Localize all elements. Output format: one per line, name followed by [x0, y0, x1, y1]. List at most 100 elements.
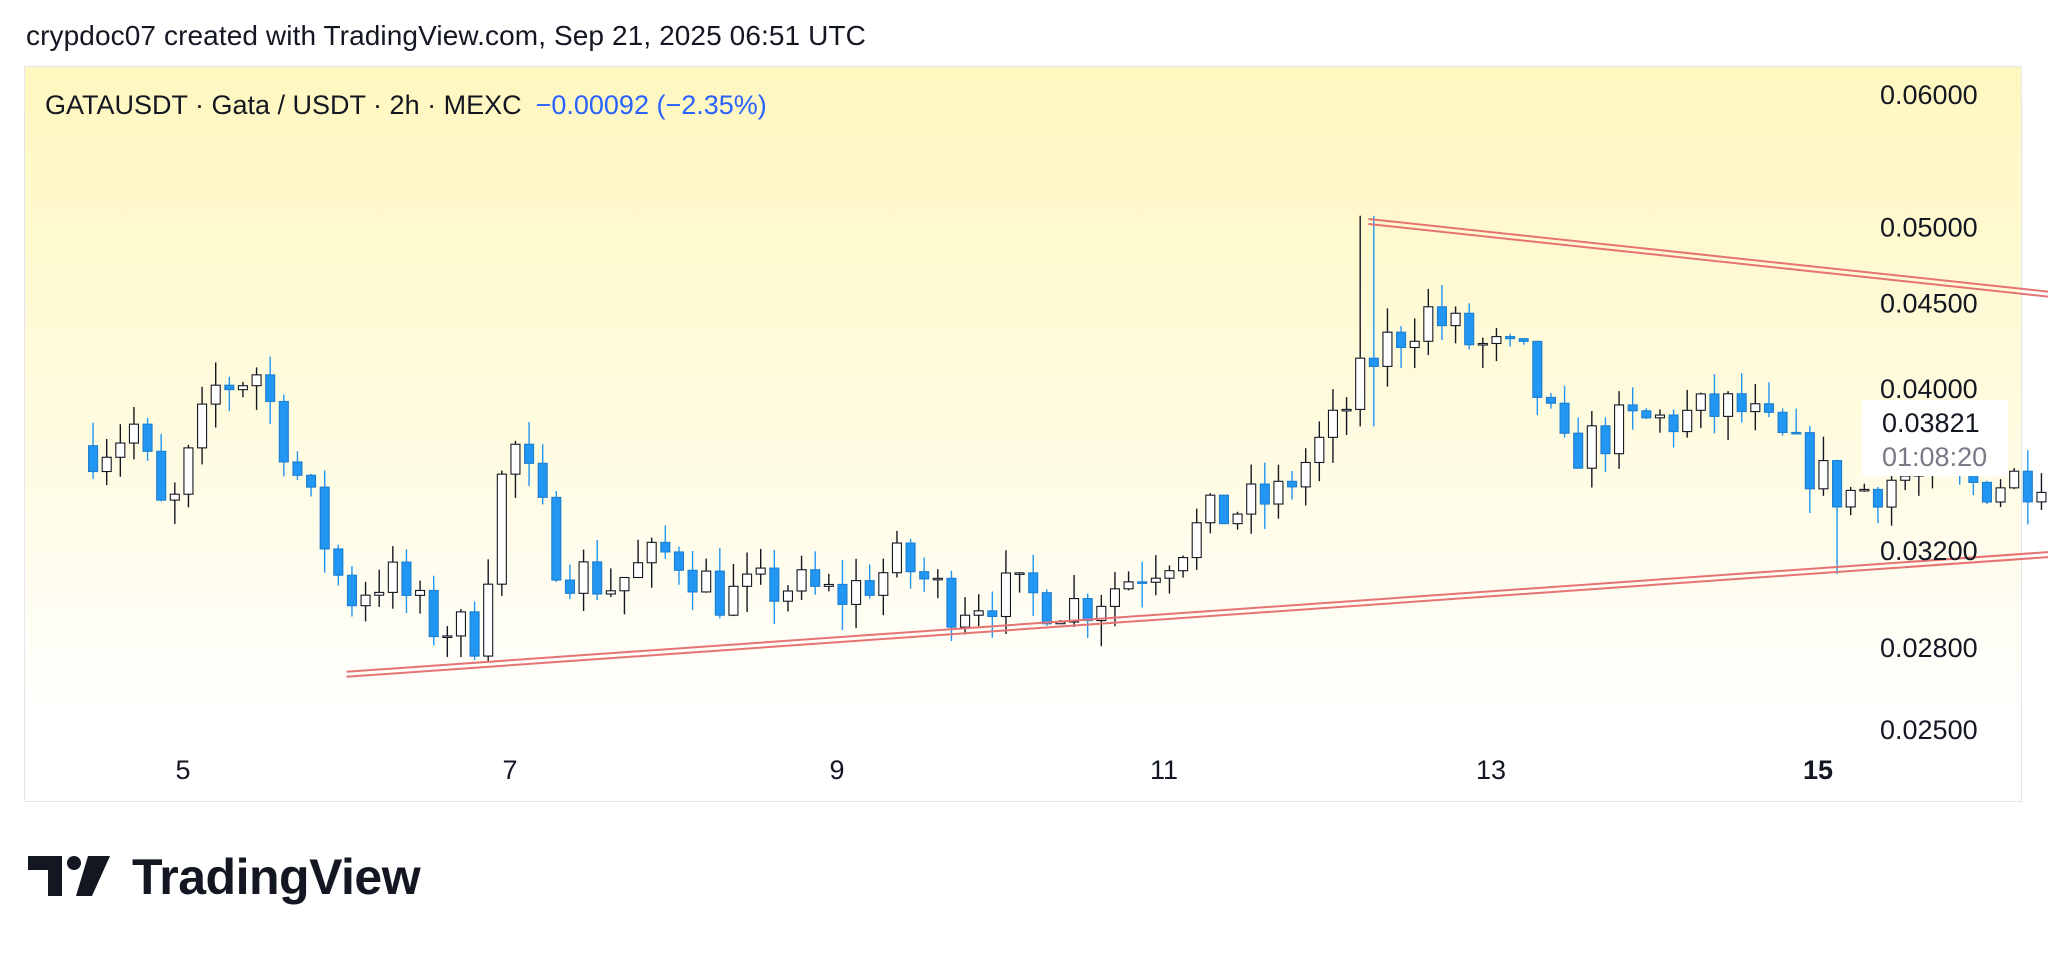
- price-tick-label: 0.04000: [1880, 374, 1978, 404]
- candle-body: [1137, 581, 1148, 584]
- candle-body: [442, 635, 453, 638]
- candle-body: [769, 567, 780, 602]
- candle-body: [360, 594, 371, 607]
- candle-body: [1505, 336, 1516, 340]
- candle-body: [878, 572, 889, 596]
- candle-body: [1409, 340, 1420, 349]
- resistance-trendline-edge: [1368, 222, 2048, 298]
- candle-body: [415, 589, 426, 596]
- candle-body: [864, 580, 875, 596]
- candle-body: [333, 548, 344, 576]
- price-axis: 0.06000 0.05000 0.04500 0.04000 0.03200 0.028…: [1880, 80, 1978, 745]
- candle-body: [578, 561, 589, 594]
- tradingview-wordmark: TradingView: [132, 849, 421, 905]
- candle-body: [1477, 342, 1488, 346]
- candle-body: [510, 443, 521, 475]
- candle-body: [1777, 411, 1788, 433]
- price-tick-label: 0.06000: [1880, 80, 1978, 110]
- candle-body: [1818, 460, 1829, 490]
- support-trendline[interactable]: [346, 451, 2048, 673]
- candle-body: [592, 561, 603, 595]
- candle-body: [1518, 338, 1529, 342]
- candle-body: [701, 570, 712, 593]
- price-tick-label: 0.05000: [1880, 212, 1978, 242]
- resistance-trendline[interactable]: [1368, 217, 2048, 445]
- candle-body: [2022, 470, 2033, 503]
- candle-body: [905, 542, 916, 573]
- candle-body: [796, 569, 807, 592]
- candle-body: [1368, 357, 1379, 367]
- candle-body: [605, 590, 616, 595]
- candle-body: [646, 541, 657, 564]
- candle-body: [1573, 432, 1584, 469]
- candle-body: [1900, 475, 1911, 481]
- candle-body: [1259, 483, 1270, 505]
- current-price-box: [1862, 400, 2008, 476]
- candle-body: [1164, 570, 1175, 579]
- candle-body: [782, 590, 794, 602]
- candle-body: [496, 473, 507, 585]
- candle-body: [823, 583, 834, 587]
- candle-body: [265, 374, 276, 403]
- candle-body: [1355, 357, 1366, 410]
- price-tick-label: 0.02800: [1880, 633, 1978, 663]
- candle-body: [1600, 425, 1611, 455]
- candle-body: [1886, 479, 1897, 508]
- candle-body: [1627, 404, 1638, 412]
- candle-body: [1736, 393, 1747, 413]
- candle-body: [156, 450, 167, 501]
- candle-body: [1750, 403, 1761, 413]
- candle-body: [251, 374, 262, 387]
- candle-body: [1069, 598, 1080, 623]
- candle-body: [2036, 491, 2047, 503]
- candle-body: [1382, 331, 1393, 367]
- candle-body: [169, 493, 180, 501]
- candle-body: [1682, 409, 1693, 433]
- tradingview-logo[interactable]: TradingView: [28, 849, 421, 905]
- candle-body: [1014, 572, 1025, 575]
- candle-body: [1450, 312, 1461, 327]
- candle-body: [469, 611, 480, 657]
- candle-body: [1545, 396, 1556, 404]
- candle-body: [1614, 404, 1625, 455]
- candle-body: [1709, 393, 1720, 417]
- candle-body: [1327, 409, 1338, 438]
- candle-body: [1218, 494, 1229, 525]
- candle-body: [210, 384, 221, 405]
- candle-body: [1654, 414, 1665, 419]
- candle-body: [306, 474, 317, 488]
- candle-body: [1668, 414, 1679, 433]
- candle-body: [237, 385, 248, 391]
- price-tick-label: 0.03200: [1880, 536, 1978, 566]
- candle-body: [1872, 488, 1883, 508]
- candle-body: [1109, 588, 1120, 607]
- candle-body: [960, 614, 971, 628]
- candle-body: [224, 384, 235, 391]
- candles-layer: [88, 215, 2047, 662]
- current-price-label: 0.03821: [1882, 408, 1980, 438]
- date-tick-label: 13: [1476, 755, 1506, 785]
- candle-body: [673, 551, 685, 571]
- candle-body: [1859, 488, 1870, 492]
- candle-body: [346, 574, 358, 607]
- candle-body: [1150, 577, 1161, 583]
- candle-body: [1763, 403, 1774, 413]
- candle-body: [1082, 598, 1093, 622]
- symbol-legend[interactable]: GATAUSDT · Gata / USDT · 2h · MEXC −0.000…: [45, 90, 767, 121]
- candle-body: [1123, 581, 1134, 590]
- chart-attribution: crypdoc07 created with TradingView.com, …: [26, 20, 866, 51]
- date-tick-label: 9: [829, 755, 844, 785]
- candle-body: [1995, 487, 2006, 503]
- candle-body: [1804, 432, 1815, 490]
- date-tick-label: 5: [175, 755, 190, 785]
- time-axis: 5791113151719212325: [175, 755, 1833, 785]
- candle-body: [1191, 522, 1202, 559]
- candle-body: [1178, 556, 1189, 572]
- candle-body: [755, 567, 766, 575]
- date-tick-label: 15: [1803, 755, 1833, 785]
- candle-body: [197, 403, 208, 449]
- candle-body: [1723, 393, 1734, 417]
- bar-countdown-label: 01:08:20: [1882, 442, 1988, 472]
- candle-body: [551, 496, 562, 581]
